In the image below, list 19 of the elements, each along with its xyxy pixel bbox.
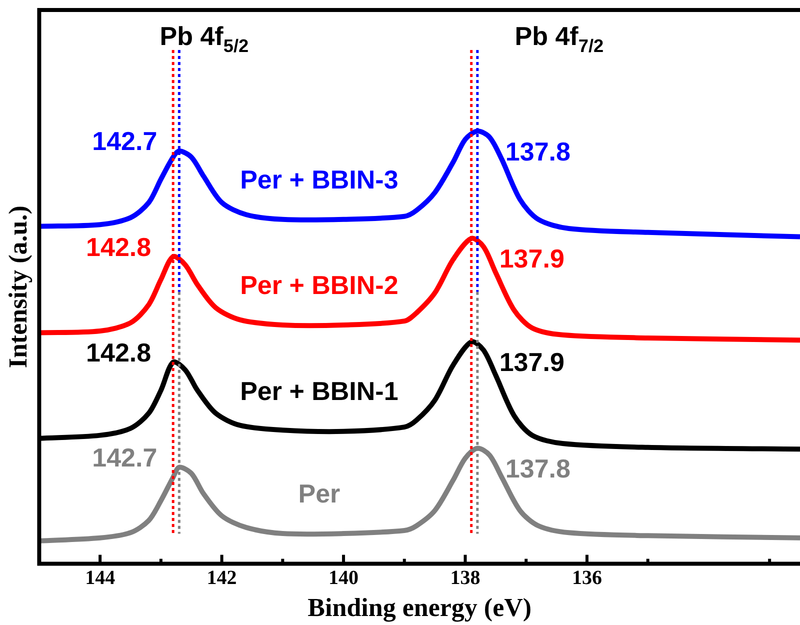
- annotation: 137.9: [499, 244, 564, 274]
- series-label: Per + BBIN-2: [240, 270, 398, 300]
- x-axis-title: Binding energy (eV): [308, 593, 532, 622]
- annotation: 142.7: [92, 126, 158, 156]
- y-axis-title: Intensity (a.u.): [3, 206, 32, 368]
- x-tick-label: 136: [572, 566, 602, 589]
- annotation: 142.8: [86, 232, 152, 262]
- annotation: 137.8: [505, 453, 570, 484]
- series-label: Per + BBIN-3: [240, 164, 398, 195]
- annotation: 137.8: [505, 136, 570, 166]
- annotation: 142.7: [92, 442, 158, 472]
- series-label: Per: [298, 478, 340, 509]
- x-tick-label: 142: [206, 566, 237, 589]
- series-label: Per + BBIN-1: [240, 376, 398, 406]
- x-tick-label: 144: [85, 566, 116, 589]
- annotation: 142.8: [86, 337, 152, 368]
- x-tick-label: 140: [328, 566, 359, 589]
- x-tick-label: 138: [450, 566, 480, 589]
- annotation: 137.9: [499, 347, 564, 378]
